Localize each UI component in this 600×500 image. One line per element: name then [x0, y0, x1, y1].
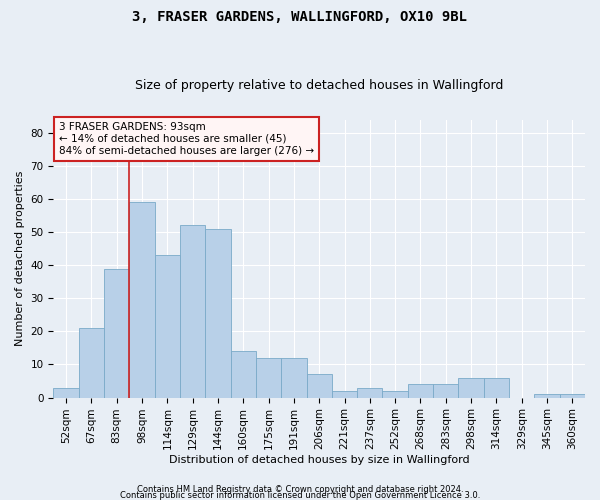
- Bar: [307, 374, 332, 398]
- X-axis label: Distribution of detached houses by size in Wallingford: Distribution of detached houses by size …: [169, 455, 470, 465]
- Bar: [230, 352, 256, 398]
- Bar: [560, 394, 585, 398]
- Bar: [205, 229, 230, 398]
- Bar: [535, 394, 560, 398]
- Bar: [79, 328, 104, 398]
- Bar: [357, 388, 382, 398]
- Bar: [458, 378, 484, 398]
- Text: Contains public sector information licensed under the Open Government Licence 3.: Contains public sector information licen…: [120, 491, 480, 500]
- Bar: [408, 384, 433, 398]
- Bar: [104, 268, 130, 398]
- Y-axis label: Number of detached properties: Number of detached properties: [15, 171, 25, 346]
- Text: 3 FRASER GARDENS: 93sqm
← 14% of detached houses are smaller (45)
84% of semi-de: 3 FRASER GARDENS: 93sqm ← 14% of detache…: [59, 122, 314, 156]
- Bar: [433, 384, 458, 398]
- Text: Contains HM Land Registry data © Crown copyright and database right 2024.: Contains HM Land Registry data © Crown c…: [137, 485, 463, 494]
- Text: 3, FRASER GARDENS, WALLINGFORD, OX10 9BL: 3, FRASER GARDENS, WALLINGFORD, OX10 9BL: [133, 10, 467, 24]
- Bar: [484, 378, 509, 398]
- Bar: [332, 391, 357, 398]
- Bar: [53, 388, 79, 398]
- Title: Size of property relative to detached houses in Wallingford: Size of property relative to detached ho…: [135, 79, 503, 92]
- Bar: [180, 226, 205, 398]
- Bar: [155, 256, 180, 398]
- Bar: [382, 391, 408, 398]
- Bar: [256, 358, 281, 398]
- Bar: [130, 202, 155, 398]
- Bar: [281, 358, 307, 398]
